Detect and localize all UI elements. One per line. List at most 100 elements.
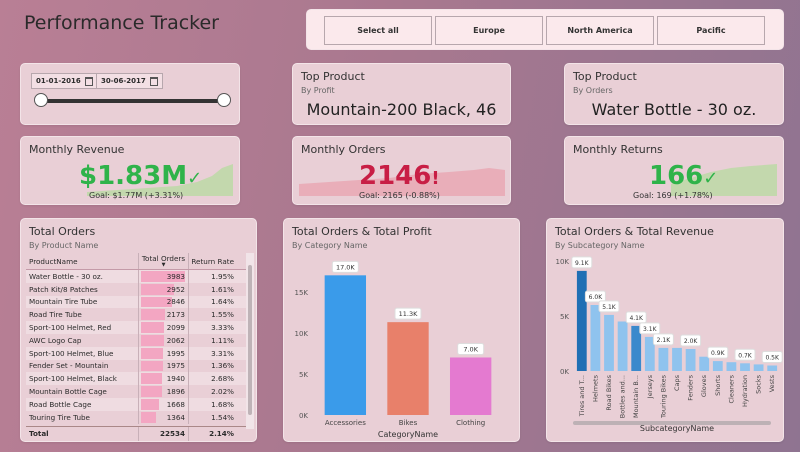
cell-total-orders-value: 1896 (166, 387, 185, 397)
x-tick-label: Socks (755, 374, 763, 393)
data-bar (141, 334, 164, 346)
kpi-status-icon: ✓ (187, 168, 203, 189)
chart-bar (753, 364, 764, 371)
cell-total-orders-value: 2173 (166, 310, 185, 320)
y-tick-label: 0K (560, 368, 569, 376)
region-slicer: Select all Europe North America Pacific (306, 9, 784, 50)
scrollbar-thumb[interactable] (248, 265, 252, 415)
kpi-trend-shape (87, 164, 233, 196)
slicer-option-pacific[interactable]: Pacific (657, 16, 765, 45)
data-label-box (761, 351, 783, 363)
chart-bar (617, 321, 628, 371)
cell-total-orders-value: 2952 (166, 284, 185, 294)
slicer-option-europe[interactable]: Europe (435, 16, 543, 45)
kpi-card-returns: Monthly Returns 166✓ Goal: 169 (+1.78%) (564, 136, 784, 205)
top-product-value: Water Bottle - 30 oz. (591, 100, 757, 119)
y-tick-label: 15K (295, 289, 309, 297)
chart-bar (324, 275, 367, 415)
table-row[interactable]: AWC Logo Cap 2062 1.11% (26, 333, 249, 347)
chart-bar (767, 365, 778, 371)
column-header-product[interactable]: ProductName (29, 256, 78, 266)
table-row[interactable]: Touring Tire Tube 1364 1.54% (26, 410, 249, 424)
cell-product-name: Patch Kit/8 Patches (29, 284, 98, 294)
cell-total-orders: 1896 (138, 385, 188, 398)
y-tick-label: 5K (299, 371, 308, 379)
data-label: 0.9K (711, 350, 726, 357)
category-bar-chart: 0K 5K 10K 15K 17.0K Accessories 11.3K Bikes 7.0K… (295, 260, 492, 439)
start-date-input[interactable]: 01-01-2016 (31, 73, 98, 89)
calendar-icon[interactable] (84, 76, 93, 86)
table-row[interactable]: Mountain Bottle Cage 1896 2.02% (26, 385, 249, 398)
kpi-trend-area (87, 164, 233, 196)
kpi-title: Monthly Orders (301, 143, 386, 156)
cell-product-name: Water Bottle - 30 oz. (29, 271, 103, 281)
table-row[interactable]: Patch Kit/8 Patches 2952 1.61% (26, 282, 249, 296)
calendar-icon[interactable] (149, 76, 158, 86)
table-row[interactable]: Road Bottle Cage 1668 1.68% (26, 397, 249, 411)
cell-total-orders-value: 1975 (166, 361, 185, 371)
table-row[interactable]: Water Bottle - 30 oz. 3983 1.95% (26, 270, 249, 283)
cell-total-orders-value: 2062 (166, 335, 185, 345)
data-label-box (457, 342, 485, 355)
table-row[interactable]: Fender Set - Mountain 1975 1.36% (26, 359, 249, 373)
kpi-goal: Goal: $1.77M (+3.31%) (89, 191, 184, 200)
cell-return-rate: 3.33% (188, 321, 238, 334)
y-tick-label: 0K (299, 412, 308, 420)
chart-bar (449, 357, 492, 415)
cell-total-orders-value: 3983 (166, 271, 185, 281)
cell-product-name: Touring Tire Tube (29, 412, 90, 422)
data-label: 17.0K (336, 263, 355, 271)
data-bar (141, 309, 165, 321)
data-label: 9.1K (575, 260, 590, 267)
chart-bar (740, 363, 750, 371)
table-row[interactable]: Sport-100 Helmet, Blue 1995 3.31% (26, 346, 249, 360)
chart-bar (631, 325, 642, 371)
cell-product-name: Sport-100 Helmet, Blue (29, 348, 114, 358)
slicer-option-north-america[interactable]: North America (546, 16, 654, 45)
data-label-box (639, 322, 661, 335)
chart-bar (672, 347, 682, 371)
date-slicer: 01-01-2016 30-06-2017 (20, 63, 240, 125)
card-subtitle: By Profit (301, 86, 335, 95)
end-date-input[interactable]: 30-06-2017 (96, 73, 163, 89)
table-scrollbar[interactable] (246, 253, 254, 429)
cell-total-orders-value: 1995 (166, 348, 185, 358)
column-header-orders[interactable]: Total Orders ▼ (138, 253, 188, 269)
data-label: 7.0K (463, 345, 478, 353)
cell-total-orders-value: 2099 (166, 323, 185, 333)
data-bar (141, 411, 157, 423)
data-label-box (680, 334, 702, 347)
date-range-start-handle[interactable] (34, 93, 48, 107)
slicer-option-select-all[interactable]: Select all (324, 16, 432, 45)
cell-return-rate: 2.68% (188, 372, 238, 386)
kpi-value: $1.83M✓ (79, 163, 202, 192)
date-range-track[interactable] (41, 99, 225, 103)
card-subtitle: By Orders (573, 86, 613, 95)
total-orders: 22534 (138, 426, 188, 441)
chart-bar (658, 347, 669, 371)
table-row[interactable]: Road Tire Tube 2173 1.55% (26, 308, 249, 322)
table-row[interactable]: Mountain Tire Tube 2846 1.64% (26, 295, 249, 309)
y-tick-label: 10K (295, 330, 309, 338)
top-product-profit-card: Top Product By Profit Mountain-200 Black… (292, 63, 511, 125)
y-tick-label: 5K (560, 313, 569, 321)
data-label-box (707, 346, 729, 359)
y-tick-label: 10K (556, 258, 570, 266)
cell-total-orders: 1975 (138, 359, 188, 373)
card-subtitle: By Product Name (29, 241, 99, 250)
data-label: 11.3K (399, 310, 418, 318)
cell-product-name: AWC Logo Cap (29, 335, 82, 345)
data-label: 0.5K (765, 355, 780, 362)
table-row[interactable]: Sport-100 Helmet, Black 1940 2.68% (26, 372, 249, 386)
column-header-return-rate[interactable]: Return Rate (188, 253, 238, 269)
chart-subtitle: By Category Name (292, 241, 368, 250)
kpi-title: Monthly Revenue (29, 143, 125, 156)
chart-horizontal-scrollbar (573, 421, 771, 425)
table-row[interactable]: Sport-100 Helmet, Red 2099 3.33% (26, 321, 249, 334)
x-tick-label: Vests (768, 374, 776, 392)
date-range-end-handle[interactable] (217, 93, 231, 107)
data-bar (141, 373, 163, 385)
data-label: 3.1K (643, 326, 658, 333)
category-chart-card: Total Orders & Total Profit By Category … (283, 218, 520, 442)
kpi-value-text: 2146 (359, 161, 432, 191)
